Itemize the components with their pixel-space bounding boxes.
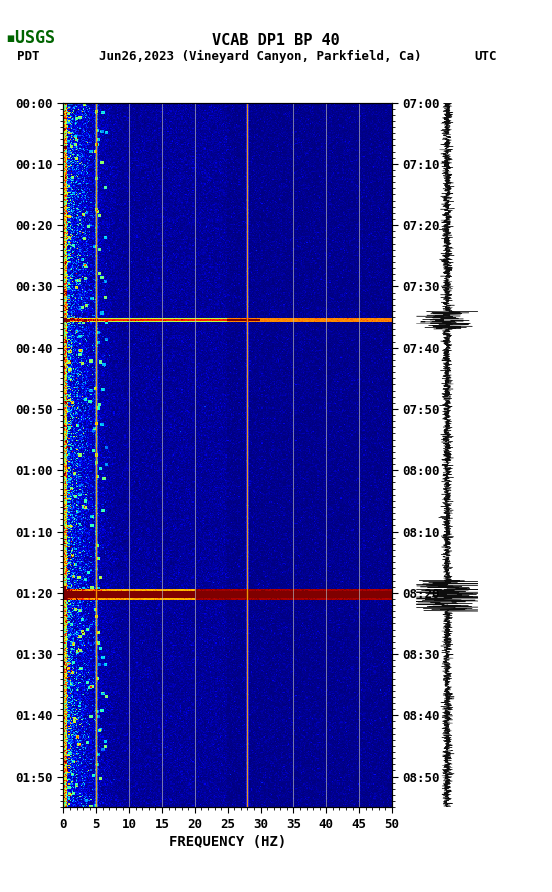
- Text: ▪USGS: ▪USGS: [6, 29, 56, 46]
- Text: UTC: UTC: [475, 50, 497, 63]
- X-axis label: FREQUENCY (HZ): FREQUENCY (HZ): [169, 835, 286, 849]
- Text: Jun26,2023 (Vineyard Canyon, Parkfield, Ca): Jun26,2023 (Vineyard Canyon, Parkfield, …: [99, 50, 422, 63]
- Text: PDT: PDT: [17, 50, 39, 63]
- Text: VCAB DP1 BP 40: VCAB DP1 BP 40: [212, 33, 340, 48]
